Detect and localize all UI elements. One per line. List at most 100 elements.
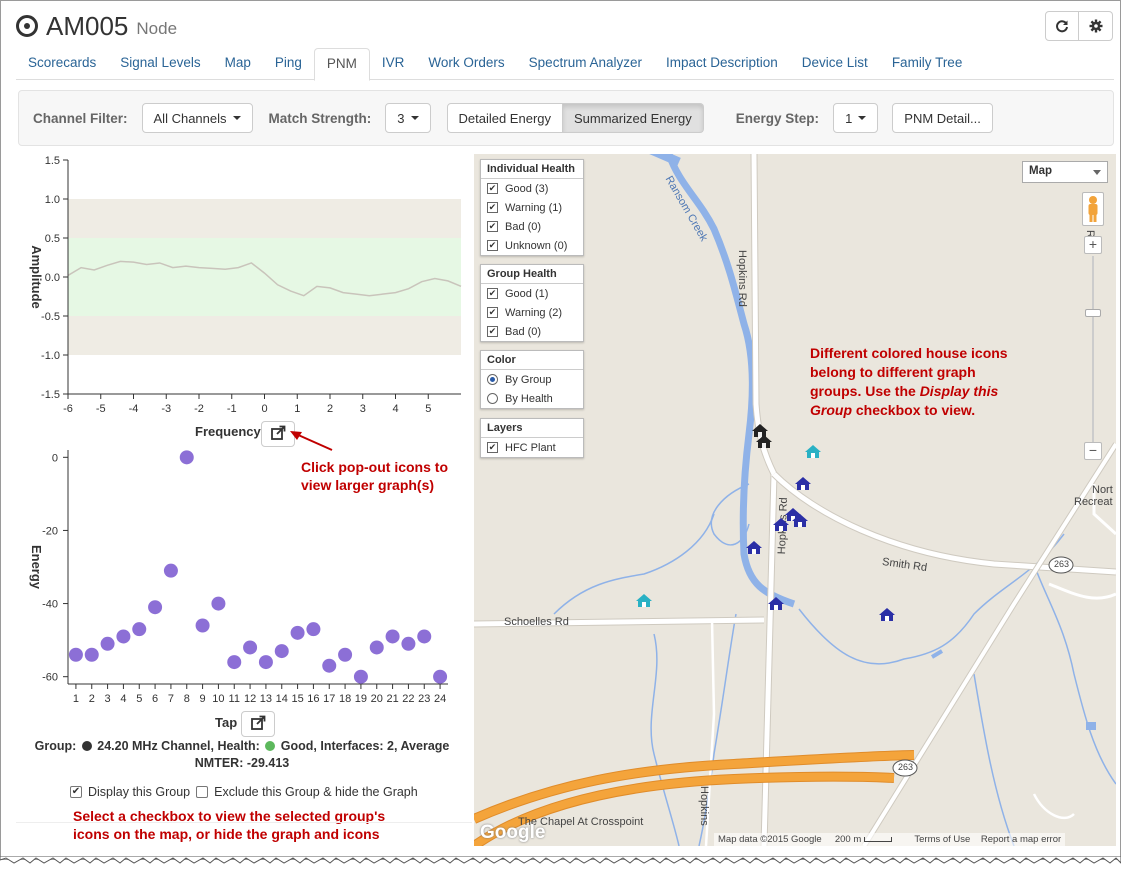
frequency-popout-button[interactable] bbox=[261, 421, 295, 447]
energy-point bbox=[274, 644, 289, 659]
y-tick-label: 1.0 bbox=[45, 194, 60, 206]
tab-ivr[interactable]: IVR bbox=[381, 55, 405, 70]
x-tick-label: 1 bbox=[73, 693, 79, 705]
x-tick-label: 9 bbox=[200, 693, 206, 705]
group-channel: 24.20 MHz Channel, Health: bbox=[97, 739, 260, 753]
zoom-slider-track[interactable] bbox=[1092, 256, 1094, 442]
map-annotation-line-2: belong to different graph bbox=[810, 364, 976, 380]
radio-button[interactable] bbox=[487, 393, 498, 404]
y-tick-label: -60 bbox=[42, 672, 58, 684]
group-health-good[interactable]: ✔ Good (1) bbox=[481, 284, 583, 303]
refresh-button[interactable] bbox=[1045, 11, 1079, 41]
energy-point bbox=[227, 655, 242, 670]
energy-point bbox=[195, 618, 210, 633]
energy-step-dropdown[interactable]: 1 bbox=[833, 103, 879, 133]
color-by-group[interactable]: By Group bbox=[481, 370, 583, 389]
x-tick-label: 23 bbox=[418, 693, 430, 705]
group-label: Group: bbox=[34, 739, 77, 753]
summarized-energy-button[interactable]: Summarized Energy bbox=[563, 103, 704, 133]
house-icon[interactable] bbox=[755, 434, 773, 449]
house-icon[interactable] bbox=[791, 513, 809, 528]
x-tick-label: -3 bbox=[161, 403, 171, 415]
tab-map[interactable]: Map bbox=[224, 55, 251, 70]
house-icon[interactable] bbox=[772, 517, 790, 532]
street-view-pegman[interactable] bbox=[1082, 192, 1104, 226]
map-annotation-line-4b: checkbox to view. bbox=[852, 402, 976, 418]
checkbox[interactable]: ✔ bbox=[487, 307, 498, 318]
individual-health-good[interactable]: ✔ Good (3) bbox=[481, 179, 583, 198]
route-263-label: 263 bbox=[1054, 559, 1070, 569]
zoom-slider-thumb[interactable] bbox=[1085, 309, 1101, 317]
individual-health-warning[interactable]: ✔ Warning (1) bbox=[481, 198, 583, 217]
x-tick-label: 22 bbox=[402, 693, 414, 705]
tab-ping[interactable]: Ping bbox=[274, 55, 302, 70]
channel-filter-value: All Channels bbox=[153, 110, 227, 126]
checkbox[interactable]: ✔ bbox=[487, 202, 498, 213]
tab-impact-description[interactable]: Impact Description bbox=[665, 55, 778, 70]
x-tick-label: 19 bbox=[355, 693, 367, 705]
tab-scorecards[interactable]: Scorecards bbox=[28, 55, 97, 70]
energy-mode-toggle: Detailed Energy Summarized Energy bbox=[446, 103, 704, 133]
checkbox[interactable]: ✔ bbox=[487, 442, 498, 453]
node-map[interactable]: Ransom Creek Hopkins Rd Hopkins Rd Hopki… bbox=[474, 154, 1116, 846]
tab-work-orders[interactable]: Work Orders bbox=[428, 55, 505, 70]
popout-annotation-line-1: Click pop-out icons to bbox=[301, 459, 448, 475]
match-strength-value: 3 bbox=[397, 110, 405, 126]
individual-health-bad[interactable]: ✔ Bad (0) bbox=[481, 217, 583, 236]
tab-device-list[interactable]: Device List bbox=[801, 55, 868, 70]
x-tick-label: 24 bbox=[434, 693, 446, 705]
amplitude-line bbox=[67, 260, 462, 297]
checkbox[interactable]: ✔ bbox=[487, 221, 498, 232]
match-strength-label: Match Strength: bbox=[268, 110, 372, 126]
group-health-bad[interactable]: ✔ Bad (0) bbox=[481, 322, 583, 341]
report-error-link[interactable]: Report a map error bbox=[980, 834, 1062, 845]
energy-point bbox=[401, 636, 416, 651]
radio-button[interactable] bbox=[487, 374, 498, 385]
color-by-health[interactable]: By Health bbox=[481, 389, 583, 408]
house-icon[interactable] bbox=[635, 593, 653, 608]
zoom-in-button[interactable]: + bbox=[1084, 236, 1102, 254]
map-type-dropdown[interactable]: Map bbox=[1022, 161, 1108, 183]
x-tick-label: 21 bbox=[386, 693, 398, 705]
house-icon[interactable] bbox=[804, 444, 822, 459]
x-tick-label: 6 bbox=[152, 693, 158, 705]
display-group-checkbox[interactable]: ✔ bbox=[70, 786, 82, 798]
detailed-energy-button[interactable]: Detailed Energy bbox=[446, 103, 563, 133]
energy-point bbox=[433, 669, 448, 684]
settings-button[interactable] bbox=[1079, 11, 1113, 41]
map-annotation-line-4a: Group bbox=[810, 402, 852, 418]
checkbox[interactable]: ✔ bbox=[487, 240, 498, 251]
y-tick-label: 0 bbox=[52, 452, 58, 464]
tab-signal-levels[interactable]: Signal Levels bbox=[120, 55, 201, 70]
individual-health-unknown[interactable]: ✔ Unknown (0) bbox=[481, 236, 583, 255]
house-icon[interactable] bbox=[751, 423, 769, 438]
match-strength-dropdown[interactable]: 3 bbox=[385, 103, 431, 133]
tab-family-tree[interactable]: Family Tree bbox=[891, 55, 963, 70]
terms-link[interactable]: Terms of Use bbox=[914, 834, 971, 845]
pnm-detail-button[interactable]: PNM Detail... bbox=[892, 103, 993, 133]
tap-popout-button[interactable] bbox=[241, 711, 275, 737]
individual-health-title: Individual Health bbox=[481, 160, 583, 179]
y-tick-label: 1.5 bbox=[45, 155, 60, 167]
tab-spectrum-analyzer[interactable]: Spectrum Analyzer bbox=[528, 55, 642, 70]
house-icon[interactable] bbox=[767, 596, 785, 611]
popout-icon bbox=[271, 425, 286, 440]
chevron-down-icon bbox=[858, 116, 867, 120]
checkbox[interactable]: ✔ bbox=[487, 326, 498, 337]
house-icon[interactable] bbox=[745, 540, 763, 555]
channel-filter-dropdown[interactable]: All Channels bbox=[141, 103, 253, 133]
checkbox-annotation-line-1: Select a checkbox to view the selected g… bbox=[73, 808, 386, 824]
house-icon[interactable] bbox=[794, 476, 812, 491]
checkbox[interactable]: ✔ bbox=[487, 183, 498, 194]
map-scale: 200 m bbox=[834, 834, 862, 845]
layer-hfc-plant[interactable]: ✔ HFC Plant bbox=[481, 438, 583, 457]
zoom-out-button[interactable]: − bbox=[1084, 442, 1102, 460]
checkbox[interactable]: ✔ bbox=[487, 288, 498, 299]
group-health-warning[interactable]: ✔ Warning (2) bbox=[481, 303, 583, 322]
group-health-panel: Group Health ✔ Good (1) ✔ Warning (2) ✔ Bad… bbox=[480, 264, 584, 342]
tab-pnm[interactable]: PNM bbox=[313, 48, 370, 81]
popout-icon bbox=[251, 715, 266, 730]
house-icon[interactable] bbox=[878, 607, 896, 622]
exclude-group-checkbox[interactable] bbox=[196, 786, 209, 798]
energy-chart: 0-20-40-601 2 3 4 5 6 7 8 9 10 11 12 13 14 15 16 17 18 19 2… bbox=[29, 450, 448, 705]
